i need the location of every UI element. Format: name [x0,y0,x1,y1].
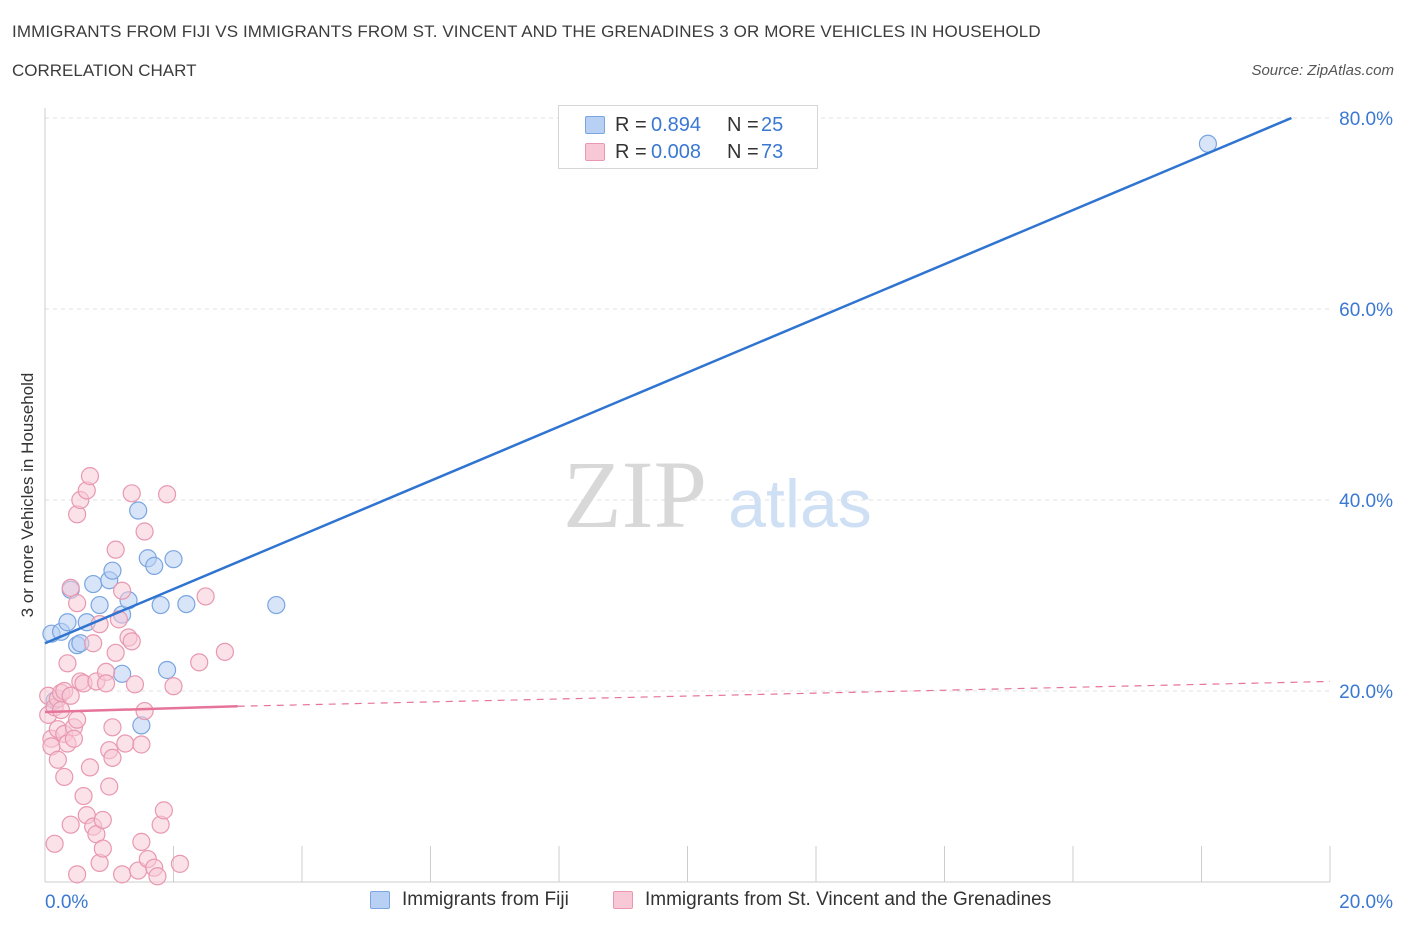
st-vincent-point [132,832,151,851]
st-vincent-point [55,767,74,787]
st-vincent-point [132,735,151,754]
st-vincent-point [170,854,190,873]
st-vincent-point [68,865,87,884]
legend-swatch-st-vincent [585,143,605,161]
legend-row-fiji: R = 0.894 N = 25 [585,114,783,136]
st-vincent-point [80,758,100,777]
st-vincent-point [58,654,77,673]
legend-r-value: 0.894 [651,113,702,136]
st-vincent-point [84,634,103,653]
series-swatch-fiji [370,891,390,909]
st-vincent-point [190,653,209,672]
fiji-point [103,561,122,580]
st-vincent-point [68,710,87,729]
st-vincent-point [106,540,125,559]
st-vincent-point [51,700,71,720]
st-vincent-point [61,815,80,834]
fiji-point [177,594,196,614]
st-vincent-point [103,718,122,737]
x-tick-label: 20.0% [1339,892,1393,913]
st-vincent-point [154,801,173,820]
st-vincent-point [45,834,64,853]
st-vincent-point [196,587,215,606]
st-vincent-point [148,867,167,886]
st-vincent-point [122,632,141,651]
st-vincent-point [125,675,145,694]
fiji-point [129,501,148,520]
fiji-point [90,595,109,615]
fiji-point [267,595,286,615]
y-tick-label: 40.0% [1339,491,1393,512]
st-vincent-trend-extension [237,680,1331,707]
legend-row-st-vincent: R = 0.008 N = 73 [585,141,783,163]
st-vincent-point [68,594,87,613]
st-vincent-point [112,865,132,884]
st-vincent-point [135,701,154,721]
fiji-trend-line [44,116,1292,645]
stats-legend: R = 0.894 N = 25 R = 0.008 N = 73 [558,105,818,169]
series-legend: Immigrants from Fiji Immigrants from St.… [0,889,1406,915]
source-label: Source: ZipAtlas.com [1251,62,1394,79]
series-legend-label: Immigrants from St. Vincent and the Gren… [645,889,1052,910]
st-vincent-point [215,642,234,661]
st-vincent-point [48,750,67,769]
legend-n-value: 25 [761,113,784,136]
chart-title: IMMIGRANTS FROM FIJI VS IMMIGRANTS FROM … [12,22,1041,41]
fiji-point [84,574,103,594]
st-vincent-point [93,810,112,830]
legend-r-label: R = [615,140,647,163]
series-legend-fiji[interactable]: Immigrants from Fiji [370,889,569,911]
y-tick-label: 80.0% [1339,109,1393,130]
series-legend-st-vincent[interactable]: Immigrants from St. Vincent and the Gren… [613,889,1051,911]
fiji-point [145,556,164,575]
st-vincent-point [112,581,132,600]
st-vincent-point [96,674,116,693]
st-vincent-point [64,729,84,748]
fiji-point [164,550,183,569]
st-vincent-point [93,839,112,858]
st-vincent-trend-line [44,705,238,714]
legend-n-label: N = [727,140,759,163]
legend-n-value: 73 [761,140,784,163]
series-swatch-st-vincent [613,891,633,909]
st-vincent-point [103,748,122,767]
st-vincent-point [74,786,93,806]
y-tick-label: 60.0% [1339,300,1393,321]
st-vincent-point [157,485,177,504]
watermark-atlas: atlas [728,466,872,542]
y-axis-label: 3 or more Vehicles in Household [18,372,37,618]
fiji-point [157,660,177,680]
chart-subtitle: CORRELATION CHART [12,61,197,80]
st-vincent-point [116,734,135,753]
legend-n-label: N = [727,113,759,136]
st-vincent-point [106,643,125,662]
st-vincent-point [61,686,80,705]
fiji-point [151,595,170,615]
watermark-zip: ZIP [563,441,707,548]
st-vincent-point [80,467,100,486]
st-vincent-point [164,677,183,696]
x-tick-label: 0.0% [45,892,88,913]
st-vincent-point [61,578,80,597]
legend-r-value: 0.008 [651,140,702,163]
fiji-point [58,613,77,632]
y-tick-label: 20.0% [1339,682,1393,703]
legend-swatch-fiji [585,116,605,134]
series-legend-label: Immigrants from Fiji [402,889,569,910]
legend-r-label: R = [615,113,647,136]
st-vincent-point [122,484,141,503]
st-vincent-point [100,777,119,796]
st-vincent-point [135,522,154,541]
